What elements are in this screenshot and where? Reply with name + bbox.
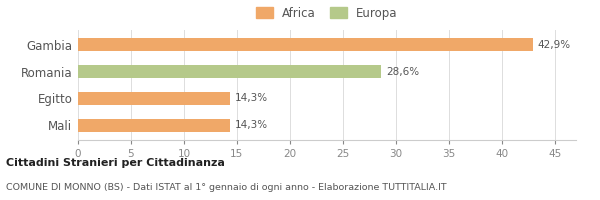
Text: 42,9%: 42,9% (538, 40, 571, 50)
Text: 14,3%: 14,3% (235, 93, 268, 103)
Text: Cittadini Stranieri per Cittadinanza: Cittadini Stranieri per Cittadinanza (6, 158, 225, 168)
Bar (78, 119, 230, 132)
Text: COMUNE DI MONNO (BS) - Dati ISTAT al 1° gennaio di ogni anno - Elaborazione TUTT: COMUNE DI MONNO (BS) - Dati ISTAT al 1° … (6, 183, 446, 192)
Bar (78, 65, 381, 78)
Text: 28,6%: 28,6% (386, 67, 419, 77)
Bar (78, 92, 230, 105)
Bar (78, 38, 533, 51)
Legend: Africa, Europa: Africa, Europa (254, 4, 400, 22)
Text: 14,3%: 14,3% (235, 120, 268, 130)
